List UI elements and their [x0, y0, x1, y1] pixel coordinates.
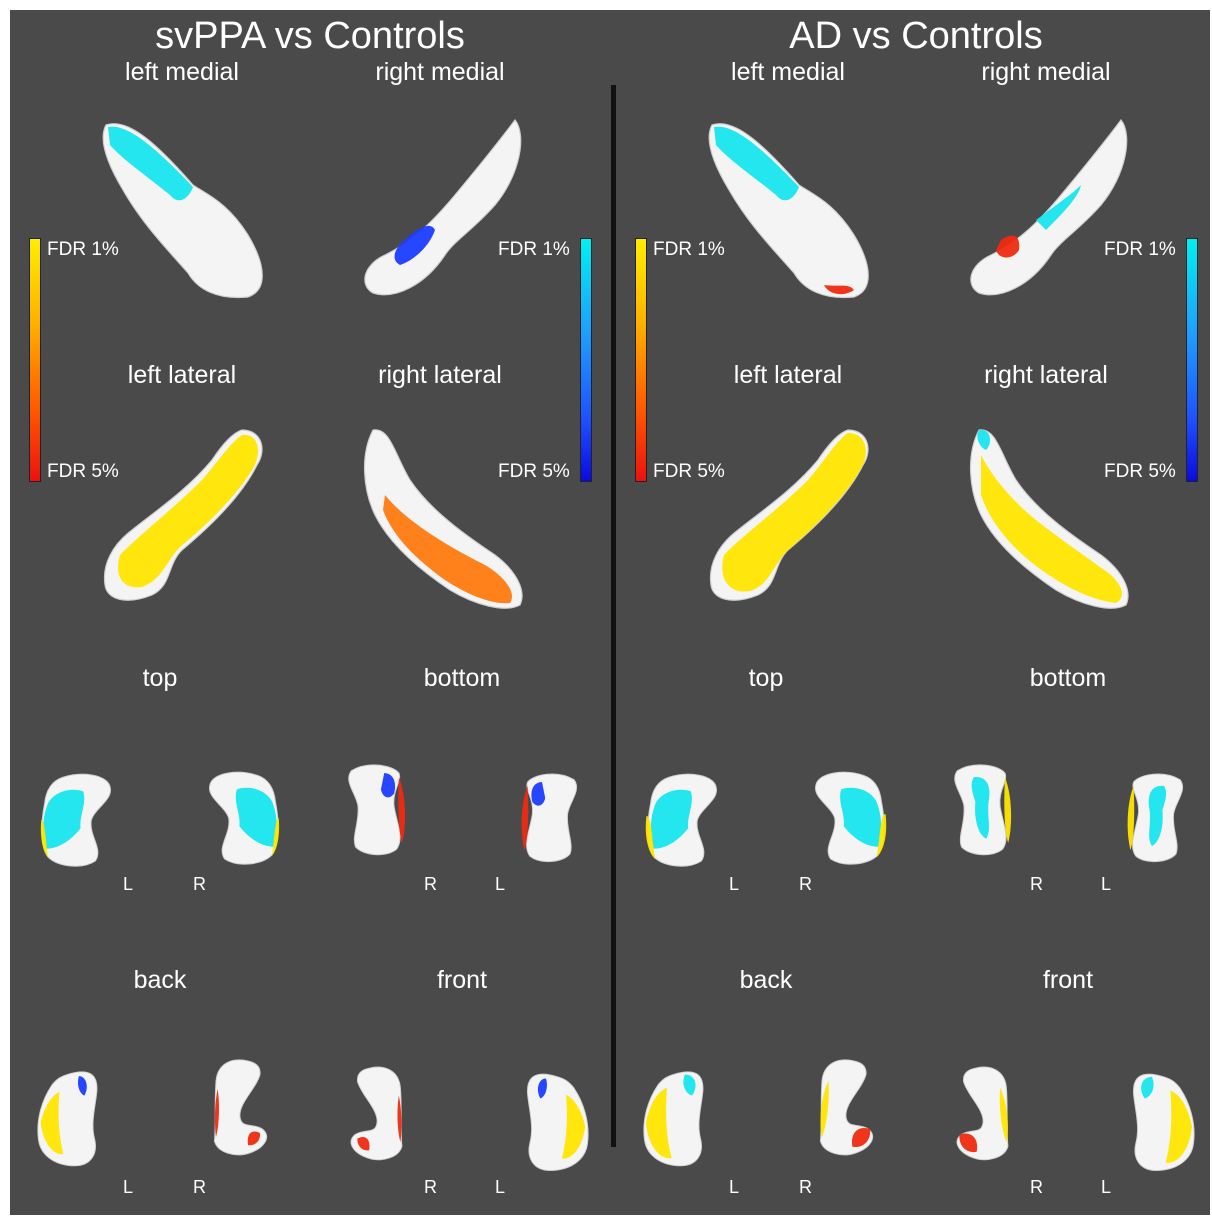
view-label-left-lateral: left lateral [733, 361, 843, 389]
side-label: L [1101, 1177, 1112, 1197]
side-label: R [193, 1177, 206, 1197]
surface-top-right [815, 771, 887, 865]
surface-right-medial [970, 119, 1128, 296]
surface-bottom-right [954, 764, 1012, 856]
colorbar-negative-top-label: FDR 1% [498, 239, 570, 260]
colorbar-negative-top-label: FDR 1% [1104, 239, 1176, 260]
view-label-top: top [748, 664, 784, 692]
side-label: R [424, 1177, 437, 1197]
colorbar-negative [580, 238, 592, 482]
surface-left-medial [708, 123, 869, 299]
figure-background: svPPA vs Controls left medial right medial… [10, 10, 1210, 1215]
surface-front-left [527, 1073, 589, 1171]
colorbar-positive [29, 238, 41, 482]
side-label: R [1030, 874, 1043, 894]
view-label-left-lateral: left lateral [127, 361, 237, 389]
view-label-right-lateral: right lateral [378, 361, 502, 389]
colorbar-positive [635, 238, 647, 482]
side-label: L [1101, 874, 1112, 894]
view-label-left-medial: left medial [731, 58, 845, 86]
side-label: L [123, 1177, 134, 1197]
view-label-right-medial: right medial [375, 58, 505, 86]
panel-title: AD vs Controls [789, 15, 1043, 57]
surface-front-left [1133, 1073, 1195, 1171]
side-label: L [729, 874, 740, 894]
view-label-right-lateral: right lateral [984, 361, 1108, 389]
side-label: L [123, 874, 134, 894]
panel-svppa: svPPA vs Controls left medial right medial… [10, 10, 610, 1215]
surface-top-left [645, 773, 717, 867]
colorbar-positive-bottom-label: FDR 5% [653, 461, 725, 482]
view-label-bottom: bottom [423, 664, 501, 692]
colorbar-negative-bottom-label: FDR 5% [1104, 461, 1176, 482]
side-label: R [424, 874, 437, 894]
view-label-back: back [133, 966, 187, 994]
view-label-top: top [142, 664, 178, 692]
surface-left-lateral [709, 429, 869, 601]
view-label-front: front [1042, 966, 1094, 994]
surface-left-medial [102, 123, 263, 299]
surface-bottom-left [521, 773, 578, 862]
view-label-front: front [436, 966, 488, 994]
view-label-right-medial: right medial [981, 58, 1111, 86]
colorbar-negative-bottom-label: FDR 5% [498, 461, 570, 482]
panel-divider [611, 85, 616, 1147]
surface-back-right [819, 1059, 873, 1156]
surface-bottom-left [1127, 773, 1184, 862]
surface-back-left [643, 1071, 704, 1167]
colorbar-negative [1186, 238, 1198, 482]
surface-right-lateral [364, 429, 523, 609]
side-label: L [495, 1177, 506, 1197]
side-label: R [799, 1177, 812, 1197]
surface-front-right [350, 1066, 403, 1161]
view-label-bottom: bottom [1029, 664, 1107, 692]
surface-left-lateral [103, 429, 263, 601]
colorbar-positive-top-label: FDR 1% [653, 239, 725, 260]
side-label: R [193, 874, 206, 894]
surface-right-medial [364, 119, 522, 296]
surface-right-lateral [970, 429, 1129, 609]
surface-front-right [956, 1066, 1009, 1161]
surface-top-right [209, 771, 280, 865]
colorbar-positive-top-label: FDR 1% [47, 239, 119, 260]
view-label-left-medial: left medial [125, 58, 239, 86]
surface-back-right [213, 1059, 267, 1156]
panel-ad: AD vs Controls left medial right medial lef… [616, 10, 1212, 1215]
panel-title: svPPA vs Controls [155, 15, 465, 57]
surface-bottom-right [348, 764, 406, 856]
side-label: L [729, 1177, 740, 1197]
colorbar-positive-bottom-label: FDR 5% [47, 461, 119, 482]
side-label: R [799, 874, 812, 894]
surface-top-left [40, 773, 111, 867]
side-label: L [495, 874, 506, 894]
view-label-back: back [739, 966, 793, 994]
side-label: R [1030, 1177, 1043, 1197]
surface-back-left [37, 1071, 98, 1167]
